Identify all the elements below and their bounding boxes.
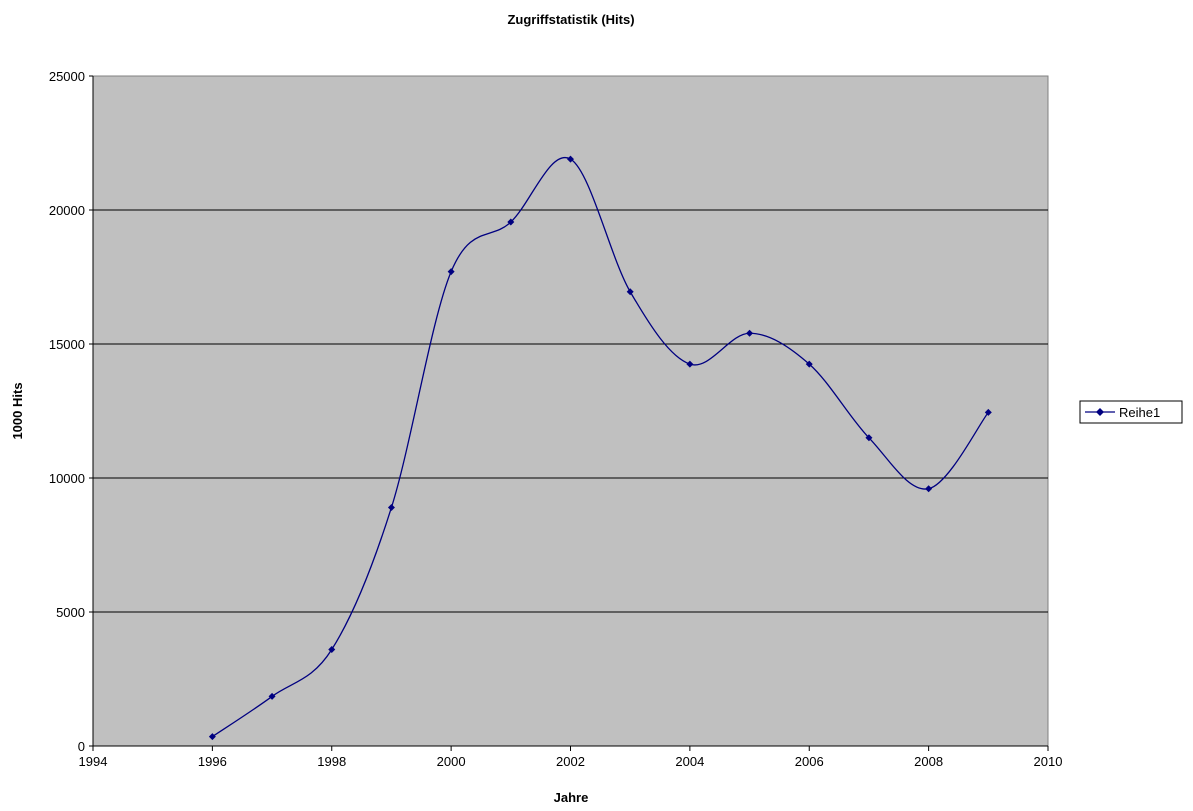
legend-marker [1096, 408, 1104, 416]
data-point-marker [984, 408, 992, 416]
data-point-marker [686, 360, 694, 368]
y-tick-label: 20000 [49, 203, 85, 218]
x-axis-label: Jahre [554, 790, 589, 805]
y-tick-label: 5000 [56, 605, 85, 620]
data-point-marker [507, 218, 515, 226]
x-tick-label: 1998 [317, 754, 346, 769]
x-axis-ticks: 1994 1996 1998 2000 2002 2004 2006 2008 2010 [79, 746, 1063, 769]
data-point-marker [387, 503, 395, 511]
x-tick-label: 2002 [556, 754, 585, 769]
x-tick-label: 1996 [198, 754, 227, 769]
x-tick-label: 2000 [437, 754, 466, 769]
data-point-marker [328, 646, 336, 654]
chart-title: Zugriffstatistik (Hits) [507, 12, 634, 27]
data-point-marker [626, 288, 634, 296]
data-point-marker [805, 360, 813, 368]
data-point-marker [865, 434, 873, 442]
x-tick-label: 2004 [675, 754, 704, 769]
legend: Reihe1 [1079, 400, 1183, 424]
grid-lines [93, 209, 1048, 613]
x-tick-label: 2010 [1034, 754, 1063, 769]
series-layer [208, 155, 992, 741]
data-point-marker [208, 733, 216, 741]
legend-label: Reihe1 [1119, 405, 1160, 420]
data-point-marker [925, 485, 933, 493]
y-tick-label: 10000 [49, 471, 85, 486]
x-tick-label: 1994 [79, 754, 108, 769]
y-axis-label: 1000 Hits [10, 382, 25, 439]
x-tick-label: 2006 [795, 754, 824, 769]
y-tick-label: 25000 [49, 69, 85, 84]
plot-area [92, 75, 1049, 747]
y-tick-label: 0 [78, 739, 85, 754]
data-point-marker [567, 155, 574, 163]
legend-box [1079, 400, 1183, 424]
y-axis-ticks: 0 5000 10000 15000 20000 25000 [49, 69, 93, 754]
x-tick-label: 2008 [914, 754, 943, 769]
data-point-marker [447, 268, 455, 276]
series-line [212, 156, 989, 738]
data-point-marker [746, 329, 754, 337]
y-tick-label: 15000 [49, 337, 85, 352]
data-point-marker [268, 692, 276, 700]
